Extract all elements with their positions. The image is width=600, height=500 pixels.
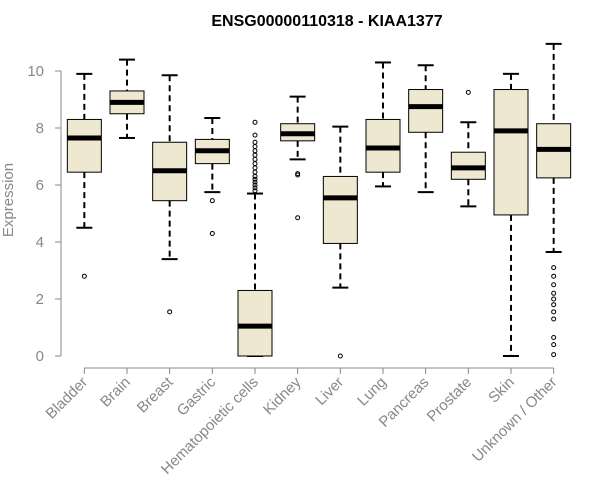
outlier-point	[252, 161, 258, 167]
x-tick-label-brain: Brain	[97, 374, 134, 411]
outlier-point	[252, 169, 258, 175]
outlier-point	[551, 302, 557, 308]
y-tick-label: 10	[27, 63, 44, 80]
box-group-liver	[322, 125, 358, 359]
outlier-point	[252, 144, 258, 150]
outlier-point	[252, 132, 258, 138]
y-axis: 0 2 4 6 8 10	[27, 63, 62, 365]
y-tick-label: 4	[36, 234, 44, 251]
outlier-point	[551, 282, 557, 288]
outlier-point	[551, 296, 557, 302]
outlier-point	[252, 139, 258, 145]
outlier-point	[252, 165, 258, 171]
box-group-lung	[365, 61, 401, 188]
outlier-point	[81, 273, 87, 279]
outlier-point	[551, 309, 557, 315]
y-tick-label: 0	[36, 348, 44, 365]
box-group-pancreas	[408, 64, 444, 194]
box-iqr	[237, 289, 273, 357]
outlier-point	[252, 185, 258, 191]
outlier-point	[551, 265, 557, 271]
box-iqr	[66, 118, 102, 173]
outlier-point	[465, 89, 471, 95]
outlier-point	[167, 309, 173, 315]
box-group-prostate	[450, 89, 486, 208]
outlier-point	[551, 352, 557, 358]
outlier-point	[209, 198, 215, 204]
box-series	[66, 42, 572, 359]
outlier-point	[252, 182, 258, 188]
outlier-point	[252, 188, 258, 194]
x-tick-label-liver: Liver	[312, 374, 347, 409]
outlier-point	[551, 273, 557, 279]
outlier-point	[252, 176, 258, 182]
box-group-bladder	[66, 72, 102, 279]
x-tick-label-prostate: Prostate	[424, 374, 476, 426]
chart-title: ENSG00000110318 - KIAA1377	[211, 13, 442, 30]
box-group-skin	[493, 72, 529, 357]
y-axis-label: Expression	[0, 163, 17, 237]
outlier-point	[252, 148, 258, 154]
x-tick-label-bladder: Bladder	[43, 374, 92, 423]
box-iqr	[493, 89, 529, 216]
outlier-point	[252, 152, 258, 158]
outlier-point	[209, 230, 215, 236]
outlier-point	[295, 215, 301, 221]
outlier-point	[252, 156, 258, 162]
outlier-point	[252, 179, 258, 185]
outlier-point	[252, 119, 258, 125]
box-iqr	[322, 175, 358, 244]
y-tick-label: 6	[36, 177, 44, 194]
outlier-point	[337, 353, 343, 359]
outlier-point	[252, 173, 258, 179]
x-tick-label-kidney: Kidney	[260, 373, 305, 418]
y-tick-label: 8	[36, 120, 44, 137]
box-group-kidney	[280, 95, 316, 221]
outlier-point	[295, 171, 301, 177]
outlier-point	[551, 316, 557, 322]
box-group-gastric	[194, 117, 230, 236]
x-tick-label-skin: Skin	[485, 374, 518, 407]
box-iqr	[408, 89, 444, 133]
outlier-point	[551, 334, 557, 340]
outlier-point	[551, 290, 557, 296]
box-group-unknown-other	[536, 42, 572, 358]
box-group-brain	[109, 58, 145, 139]
y-tick-label: 2	[36, 291, 44, 308]
box-group-breast	[152, 74, 188, 315]
x-tick-label-breast: Breast	[134, 373, 177, 416]
box-group-hematopoietic-cells	[237, 119, 273, 357]
outlier-point	[551, 342, 557, 348]
x-tick-label-lung: Lung	[354, 374, 390, 410]
